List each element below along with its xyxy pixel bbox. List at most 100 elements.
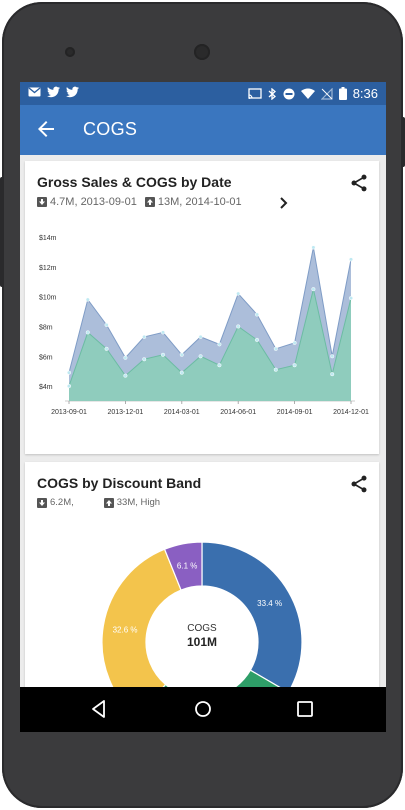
mail-icon — [28, 87, 41, 97]
arrow-down-icon — [37, 197, 47, 207]
chevron-right-icon[interactable] — [277, 196, 291, 210]
data-point — [142, 334, 147, 339]
min-value: 6.2M, — [50, 497, 74, 508]
y-tick-label: $6m — [39, 354, 53, 361]
wifi-icon — [300, 88, 315, 99]
data-point — [273, 346, 278, 351]
donut-slice — [163, 541, 203, 591]
data-point — [348, 257, 354, 262]
y-tick-label: $10m — [39, 295, 57, 302]
data-point — [330, 354, 335, 359]
min-item: 4.7M, 2013-09-01 — [37, 196, 137, 208]
front-camera-icon — [194, 44, 210, 60]
data-point — [66, 370, 72, 375]
discount-band-card[interactable]: COGS by Discount Band 6.2M, 33M, High 33… — [25, 462, 379, 687]
data-point — [160, 330, 166, 335]
data-point — [348, 296, 354, 301]
max-item: 13M, 2014-10-01 — [144, 196, 242, 208]
data-point — [85, 297, 90, 302]
dashboard-scroll[interactable]: Gross Sales & COGS by Date 4.7M, 2013-09… — [20, 155, 386, 687]
x-tick-label: 2014-12-01 — [333, 409, 369, 416]
arrow-back-icon[interactable] — [34, 117, 58, 141]
data-point — [311, 287, 316, 292]
front-sensor-icon — [65, 47, 75, 57]
min-item: 6.2M, — [37, 497, 74, 508]
x-tick-label: 2014-09-01 — [277, 409, 313, 416]
max-item: 33M, High — [103, 497, 161, 508]
data-point — [292, 340, 297, 345]
system-nav-bar — [20, 687, 386, 732]
arrow-up-icon — [144, 197, 155, 207]
screen: 8:36 COGS Gross Sales & COGS by Date 4.7… — [20, 82, 386, 732]
series-area — [69, 247, 351, 401]
min-max-summary: 4.7M, 2013-09-01 13M, 2014-10-01 — [37, 196, 250, 208]
status-time: 8:36 — [352, 86, 378, 101]
twitter-icon — [47, 86, 60, 98]
data-point — [66, 384, 72, 389]
y-tick-label: $14m — [39, 235, 57, 242]
min-value: 4.7M, 2013-09-01 — [50, 196, 137, 208]
area-chart: $4m $6m $8m $10m $12m $14m 2013-09-01 2013-12-0… — [39, 235, 369, 416]
data-point — [85, 330, 90, 335]
data-point — [104, 322, 109, 328]
data-point — [292, 363, 297, 368]
data-point — [179, 370, 184, 375]
sales-cogs-card[interactable]: Gross Sales & COGS by Date 4.7M, 2013-09… — [25, 161, 379, 454]
card-title: COGS by Discount Band — [37, 475, 202, 491]
donut-slice — [201, 541, 303, 687]
cast-icon — [248, 87, 262, 99]
data-point — [160, 352, 166, 357]
no-signal-icon — [320, 87, 333, 100]
donut-center-label: COGS — [187, 623, 217, 634]
arrow-up-icon — [103, 497, 114, 508]
nav-home-icon[interactable] — [191, 697, 215, 721]
data-point — [198, 354, 203, 359]
data-point — [273, 367, 278, 372]
data-point — [179, 352, 184, 357]
battery-icon — [338, 87, 347, 100]
status-bar: 8:36 — [20, 82, 386, 105]
data-point — [142, 357, 147, 362]
data-point — [104, 346, 109, 351]
x-tick-label: 2014-03-01 — [164, 409, 200, 416]
donut-slice — [162, 669, 281, 687]
data-point — [217, 342, 222, 347]
data-point — [123, 373, 128, 378]
y-tick-label: $12m — [39, 265, 57, 272]
x-tick-label: 2013-09-01 — [51, 409, 87, 416]
twitter-icon — [66, 86, 79, 98]
arrow-down-icon — [37, 497, 47, 508]
max-value: 33M, High — [116, 497, 161, 508]
data-point — [254, 312, 260, 317]
donut-slice — [101, 548, 182, 687]
series-line — [68, 289, 352, 387]
nav-recents-icon[interactable] — [293, 697, 317, 721]
nav-back-icon[interactable] — [87, 697, 111, 721]
x-tick-label: 2014-06-01 — [220, 409, 256, 416]
share-icon[interactable] — [349, 173, 369, 193]
do-not-disturb-icon — [283, 88, 295, 99]
donut-chart: 33.4 % 32.6 % 6.1 % COGS 101M — [101, 541, 303, 687]
data-point — [198, 334, 203, 339]
data-point — [236, 324, 241, 329]
card-title: Gross Sales & COGS by Date — [37, 174, 232, 190]
y-tick-label: $8m — [39, 324, 53, 331]
x-tick-label: 2013-12-01 — [107, 409, 143, 416]
data-point — [236, 291, 241, 296]
y-tick-label: $4m — [39, 384, 53, 391]
power-button — [0, 177, 4, 287]
app-bar: COGS — [20, 105, 386, 155]
bluetooth-icon — [268, 87, 276, 100]
share-icon[interactable] — [349, 474, 369, 494]
data-point — [311, 245, 316, 250]
page-title: COGS — [83, 119, 138, 139]
data-point — [330, 372, 335, 377]
donut-center-value: 101M — [187, 635, 217, 649]
slice-label: 32.6 % — [113, 625, 138, 634]
data-point — [217, 363, 222, 368]
volume-button — [401, 117, 405, 167]
max-value: 13M, 2014-10-01 — [157, 196, 242, 208]
series-area — [69, 289, 351, 401]
data-point — [254, 337, 260, 342]
data-point — [123, 355, 128, 360]
